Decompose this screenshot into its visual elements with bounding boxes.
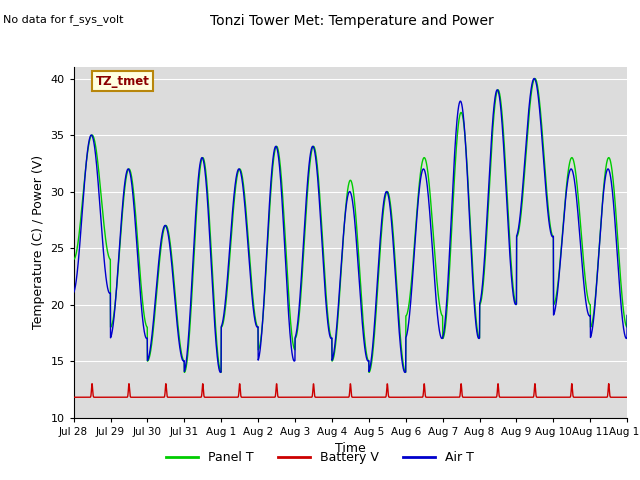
Y-axis label: Temperature (C) / Power (V): Temperature (C) / Power (V) [32, 156, 45, 329]
Text: No data for f_sys_volt: No data for f_sys_volt [3, 14, 124, 25]
Text: TZ_tmet: TZ_tmet [96, 75, 150, 88]
Legend: Panel T, Battery V, Air T: Panel T, Battery V, Air T [161, 446, 479, 469]
X-axis label: Time: Time [335, 442, 366, 455]
Text: Tonzi Tower Met: Temperature and Power: Tonzi Tower Met: Temperature and Power [210, 14, 494, 28]
